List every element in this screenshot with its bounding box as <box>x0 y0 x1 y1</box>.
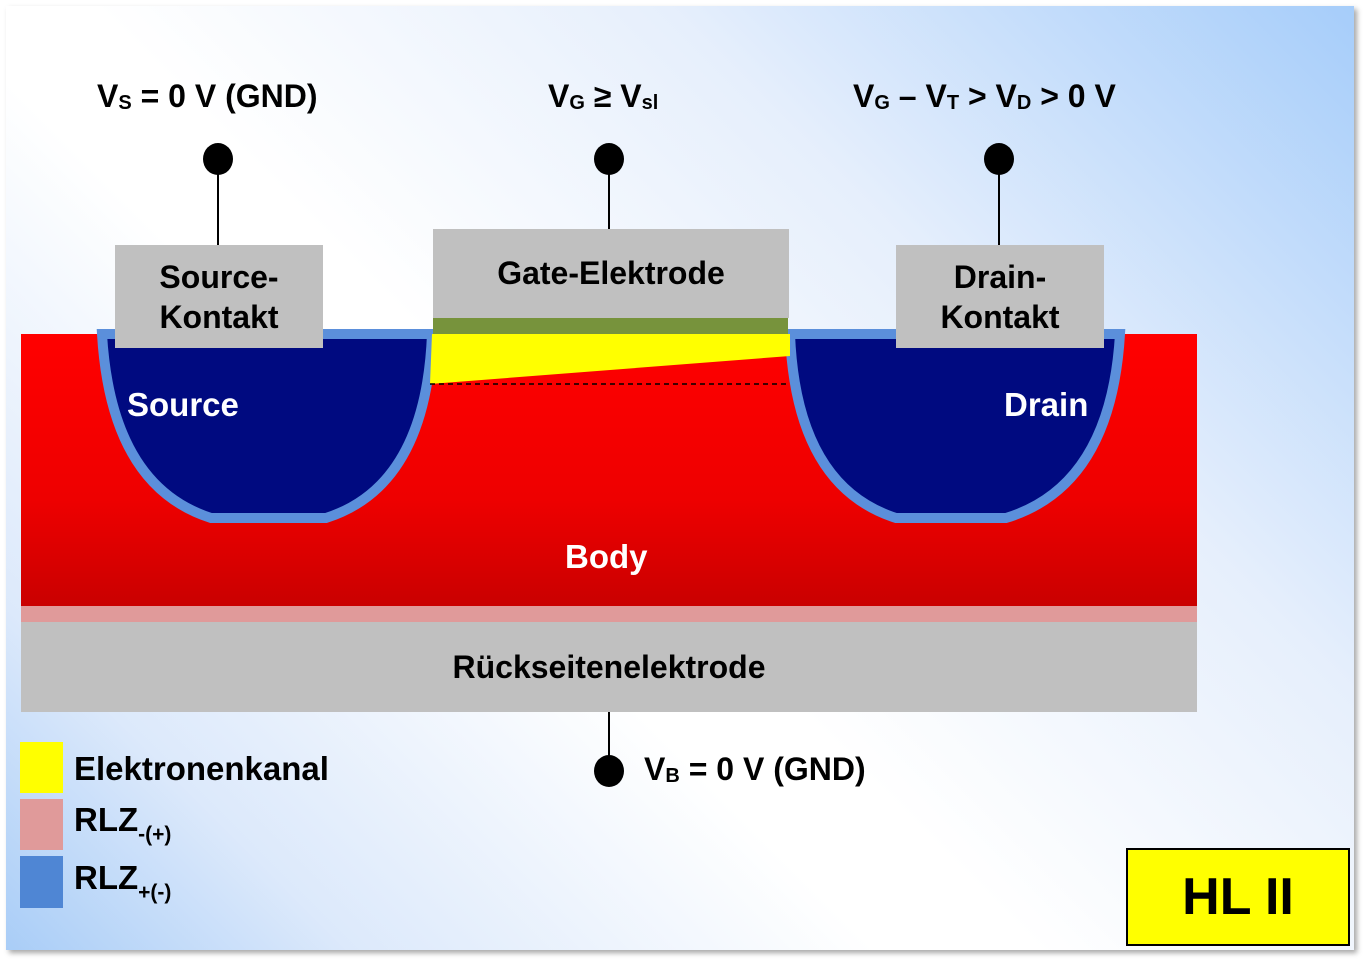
mosfet-cross-section <box>21 143 1197 787</box>
body-depletion-layer <box>21 606 1197 622</box>
electron-channel <box>430 334 790 384</box>
bulk-voltage-label: VB = 0 V (GND) <box>644 751 866 787</box>
legend-swatch-rlz-body <box>20 799 63 850</box>
gate-electrode: Gate-Elektrode <box>433 229 789 318</box>
body-region-label: Body <box>565 538 648 575</box>
drain-contact-line2: Kontakt <box>940 298 1060 335</box>
legend-label-rlz-body: RLZ-(+) <box>74 801 172 846</box>
back-terminal-dot <box>594 755 624 787</box>
source-terminal-dot <box>203 143 233 175</box>
drain-region-label: Drain <box>1004 386 1089 423</box>
slide-badge: HL II <box>1126 848 1350 946</box>
drain-voltage-label: VG – VT > VD > 0 V <box>853 78 1116 114</box>
gate-oxide <box>433 318 788 334</box>
gate-voltage-label: VG ≥ Vsl <box>548 78 659 114</box>
source-contact: Source- Kontakt <box>115 245 323 348</box>
legend-label-rlz-well: RLZ+(-) <box>74 859 172 904</box>
drain-well <box>784 329 1126 523</box>
gate-electrode-label: Gate-Elektrode <box>497 255 725 291</box>
drain-contact: Drain- Kontakt <box>896 245 1104 348</box>
legend-swatch-rlz-well <box>20 856 63 908</box>
slide: Source- Kontakt Gate-Elektrode Drain- Ko… <box>6 6 1354 950</box>
source-region-label: Source <box>127 386 239 423</box>
back-electrode: Rückseitenelektrode <box>21 622 1197 712</box>
legend-swatch-electron-channel <box>20 742 63 793</box>
back-electrode-label: Rückseitenelektrode <box>452 648 766 685</box>
source-contact-line2: Kontakt <box>159 298 279 335</box>
drain-contact-line1: Drain- <box>953 258 1047 295</box>
legend-label-electron-channel: Elektronenkanal <box>74 750 329 787</box>
source-contact-line1: Source- <box>159 258 279 295</box>
gate-terminal-dot <box>594 143 624 175</box>
source-well <box>96 329 438 523</box>
drain-terminal-dot <box>984 143 1014 175</box>
source-voltage-label: VS = 0 V (GND) <box>97 78 318 114</box>
